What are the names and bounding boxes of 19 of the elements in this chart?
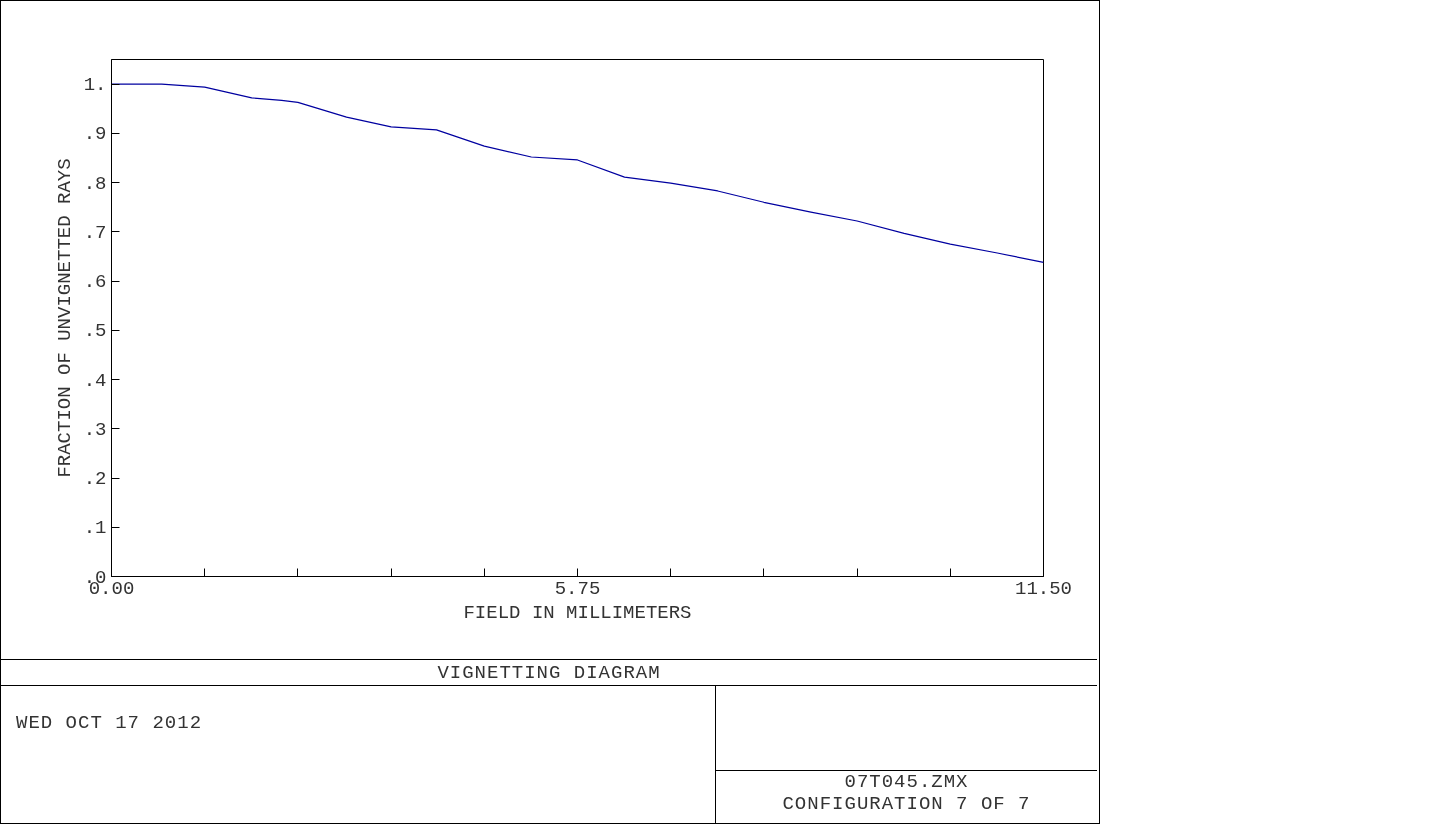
line-series [111, 83, 1044, 263]
y-axis-title: FRACTION OF UNVIGNETTED RAYS [53, 158, 76, 478]
y-tick-label: .9 [83, 123, 107, 146]
y-tick-label: .5 [83, 320, 107, 343]
y-tick-label: .1 [83, 517, 107, 540]
text: 07T045.ZMX [844, 771, 969, 793]
y-tick-label: .2 [83, 468, 107, 491]
x-tick-label: 11.50 [1015, 577, 1073, 600]
y-tick-label: .8 [83, 172, 107, 195]
x-tick-label: 5.75 [554, 577, 601, 600]
y-tick-label: .6 [83, 271, 107, 294]
y-tick-label: .7 [83, 221, 107, 244]
y-tick-label: .3 [83, 418, 107, 441]
y-tick-label: .4 [83, 369, 107, 392]
y-tick-label: 1. [83, 74, 107, 97]
text: VIGNETTING DIAGRAM [1, 660, 1097, 686]
text: WED OCT 17 2012 [1, 686, 716, 823]
text: CONFIGURATION 7 OF 7 [782, 793, 1031, 815]
x-axis-title: FIELD IN MILLIMETERS [463, 601, 692, 624]
